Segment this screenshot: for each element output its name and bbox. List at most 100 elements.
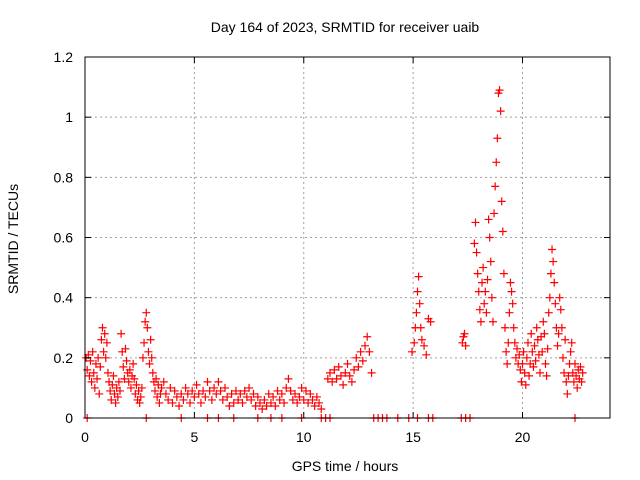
data-point [486, 257, 495, 266]
data-point [528, 347, 537, 356]
data-point [203, 377, 212, 386]
data-point [354, 362, 363, 371]
y-tick-label: 0.8 [54, 169, 74, 185]
data-point [410, 338, 419, 347]
data-point [515, 350, 524, 359]
data-point [480, 299, 489, 308]
data-point [194, 389, 203, 398]
data-point [509, 323, 518, 332]
data-point [352, 353, 361, 362]
data-point [343, 359, 352, 368]
data-point [148, 368, 157, 377]
data-point [315, 398, 324, 407]
data-point [143, 323, 152, 332]
data-point [132, 380, 141, 389]
data-point [116, 386, 124, 395]
data-point [260, 395, 269, 404]
data-point [556, 305, 565, 314]
data-point [234, 395, 243, 404]
data-point [238, 398, 247, 407]
data-point [172, 392, 181, 401]
data-point [530, 341, 539, 350]
data-point [523, 338, 532, 347]
data-point [135, 398, 144, 407]
data-point [280, 398, 289, 407]
data-point [138, 353, 147, 362]
data-point [223, 392, 232, 401]
data-point [295, 392, 304, 401]
data-point [99, 347, 108, 356]
data-point [531, 356, 540, 365]
data-point [130, 374, 139, 383]
data-point [426, 317, 435, 326]
data-point [542, 371, 551, 380]
data-point [540, 329, 549, 338]
data-point [179, 395, 188, 404]
data-point [536, 368, 544, 377]
data-point [266, 398, 275, 407]
data-point [218, 395, 227, 404]
y-tick-label: 0.2 [54, 350, 74, 366]
data-point [350, 365, 359, 374]
data-point [221, 383, 229, 392]
data-point [216, 386, 225, 395]
data-point [573, 383, 582, 392]
data-point [196, 398, 205, 407]
data-point [106, 386, 115, 395]
data-point [328, 377, 337, 386]
y-tick-label: 0 [65, 410, 73, 426]
data-point [192, 380, 201, 389]
data-point [578, 368, 587, 377]
data-point [103, 368, 112, 377]
data-point [576, 362, 585, 371]
data-point [111, 398, 120, 407]
data-point [288, 395, 297, 404]
data-point [417, 335, 426, 344]
data-point [513, 344, 522, 353]
data-point [93, 374, 102, 383]
data-point [503, 359, 512, 368]
x-tick-label: 20 [515, 429, 531, 445]
data-point [262, 401, 271, 410]
data-point [339, 380, 348, 389]
data-point [168, 398, 177, 407]
data-point [301, 386, 310, 395]
data-point [555, 293, 564, 302]
data-point [271, 401, 280, 410]
data-point [495, 86, 504, 95]
data-point [214, 377, 223, 386]
data-point [345, 371, 354, 380]
data-point [520, 368, 529, 377]
data-point [551, 299, 560, 308]
data-point [483, 275, 492, 284]
data-point [155, 398, 164, 407]
data-point [242, 392, 251, 401]
data-point [114, 377, 123, 386]
y-tick-label: 1.2 [54, 49, 74, 65]
data-point [227, 389, 236, 398]
data-point [312, 392, 321, 401]
data-point [413, 287, 422, 296]
data-point [304, 398, 313, 407]
data-point [89, 368, 98, 377]
data-point [323, 374, 332, 383]
data-point [152, 374, 161, 383]
data-point [548, 245, 557, 254]
data-point [553, 341, 562, 350]
data-point [225, 401, 234, 410]
data-point [356, 347, 365, 356]
data-point [212, 389, 221, 398]
data-point [151, 386, 159, 395]
data-point [129, 359, 138, 368]
y-axis-label: SRMTID / TECUs [5, 184, 21, 294]
data-point [554, 329, 563, 338]
data-point [147, 353, 156, 362]
x-tick-label: 5 [190, 429, 198, 445]
data-point [161, 389, 170, 398]
data-point [562, 377, 571, 386]
data-point [253, 392, 262, 401]
data-point [501, 323, 509, 332]
data-point [275, 395, 284, 404]
